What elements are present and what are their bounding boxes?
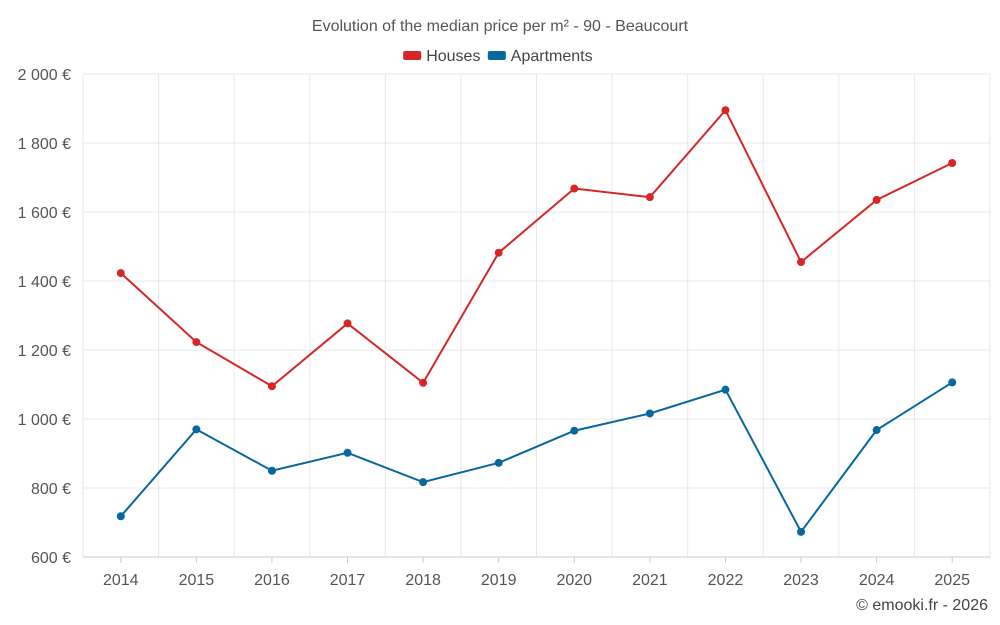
data-point-houses	[645, 193, 654, 202]
data-point-houses	[192, 338, 201, 347]
series-line-apartments	[120, 381, 953, 534]
data-point-apartments	[872, 426, 881, 435]
y-tick-label: 600 €	[31, 550, 71, 567]
legend-swatch-houses	[403, 51, 422, 60]
y-tick-label: 1 400 €	[18, 274, 71, 291]
data-point-houses	[494, 248, 503, 257]
data-point-apartments	[645, 409, 654, 418]
x-tick-label: 2017	[330, 572, 366, 589]
x-tick-label: 2018	[405, 572, 441, 589]
series-line-houses	[120, 108, 953, 388]
y-tick-label: 2 000 €	[18, 67, 71, 84]
data-point-houses	[948, 159, 957, 168]
credit-text: © emooki.fr - 2026	[856, 597, 988, 614]
x-tick-label: 2021	[632, 572, 668, 589]
data-point-apartments	[419, 478, 428, 487]
data-point-houses	[797, 258, 806, 267]
data-point-houses	[267, 382, 276, 391]
data-point-houses	[721, 106, 730, 115]
x-tick-label: 2015	[179, 572, 215, 589]
x-tick-label: 2024	[859, 572, 895, 589]
legend: Houses Apartments	[403, 48, 593, 65]
y-tick-label: 1 600 €	[18, 205, 71, 222]
data-point-apartments	[494, 458, 503, 467]
data-point-apartments	[116, 512, 125, 521]
data-point-houses	[570, 184, 579, 193]
grid	[82, 73, 991, 558]
data-point-apartments	[343, 448, 352, 457]
data-point-houses	[872, 195, 881, 204]
y-tick-label: 1 200 €	[18, 343, 71, 360]
data-point-apartments	[570, 426, 579, 435]
data-point-apartments	[948, 378, 957, 387]
x-tick-label: 2019	[481, 572, 517, 589]
data-point-apartments	[192, 425, 201, 434]
x-tick-label: 2023	[783, 572, 819, 589]
legend-label-apartments: Apartments	[511, 48, 593, 65]
legend-swatch-apartments	[487, 51, 506, 60]
x-tick-label: 2014	[103, 572, 139, 589]
x-tick-label: 2025	[934, 572, 970, 589]
y-tick-label: 1 000 €	[18, 412, 71, 429]
data-point-houses	[116, 269, 125, 278]
data-point-apartments	[721, 385, 730, 394]
x-tick-label: 2016	[254, 572, 290, 589]
y-tick-label: 1 800 €	[18, 136, 71, 153]
data-point-apartments	[267, 466, 276, 475]
data-point-apartments	[797, 527, 806, 536]
x-tick-label: 2022	[708, 572, 744, 589]
data-point-houses	[419, 378, 428, 387]
y-tick-label: 800 €	[31, 481, 71, 498]
y-axis: 600 € 800 € 1 000 € 1 200 € 1 400 € 1 600 € 1 …	[18, 67, 71, 567]
series-group	[116, 106, 957, 536]
chart-title: Evolution of the median price per m² - 9…	[312, 18, 689, 35]
legend-label-houses: Houses	[426, 48, 480, 65]
x-axis: 2014 2015 2016 2017 2018 2019 2020 2021 2022 2023…	[103, 557, 970, 589]
data-point-houses	[343, 319, 352, 328]
x-tick-label: 2020	[556, 572, 592, 589]
